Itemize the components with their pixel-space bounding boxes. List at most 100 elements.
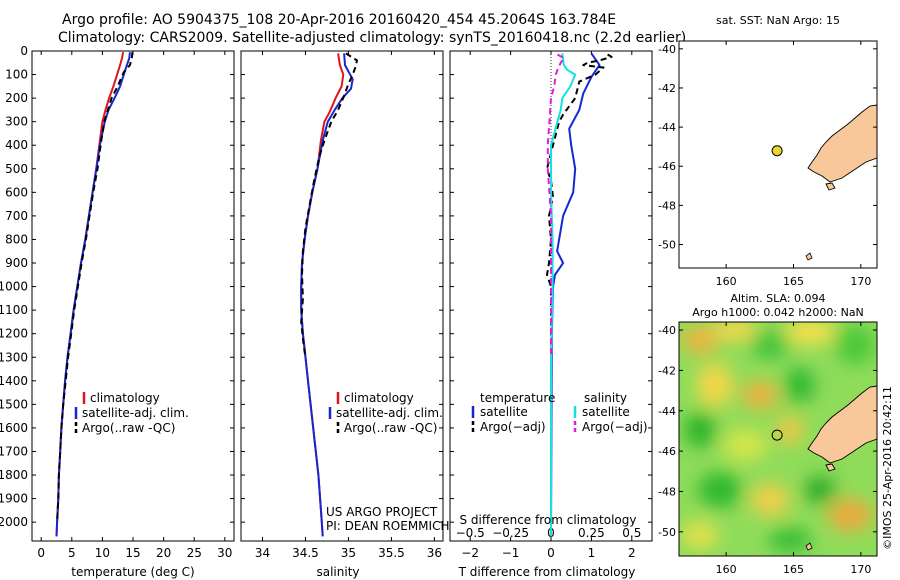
series-line-climatology <box>55 52 125 537</box>
legend-label-temp-satellite: satellite <box>480 405 528 419</box>
depth-tick-label: 400 <box>5 138 28 152</box>
depth-tick-label: 1900 <box>0 492 28 506</box>
sla-patch <box>682 521 718 549</box>
depth-tick-label: 900 <box>5 256 28 270</box>
lon-tick-label: 160 <box>716 275 737 288</box>
x-tick-label: 15 <box>125 546 140 560</box>
x-tick-label: 0 <box>547 546 555 560</box>
sla-patch <box>742 381 778 409</box>
x-tick-label: 34 <box>255 546 270 560</box>
land-south-island <box>807 104 877 183</box>
s-tick-label: 0.5 <box>622 526 641 540</box>
land-auckland-islands <box>805 252 813 261</box>
sst-map-land-group <box>805 104 877 261</box>
depth-tick-label: 1500 <box>0 397 28 411</box>
x-tick-label: 25 <box>187 546 202 560</box>
lat-tick-label: -48 <box>658 199 676 212</box>
land-south-island <box>807 385 877 464</box>
lon-tick-label: 165 <box>783 563 804 576</box>
sla-anomaly-patches <box>682 322 875 552</box>
temperature-plot: 0 5 10 15 20 25 30 <box>37 51 232 560</box>
sla-patch <box>682 326 718 354</box>
series-line-argo-raw-qc- <box>300 52 358 358</box>
depth-tick-label: 1700 <box>0 444 28 458</box>
series-line-salinity-argo-adj- <box>546 53 565 358</box>
lat-tick-label: -44 <box>658 121 676 134</box>
series-line-salinity-satellite <box>550 53 577 537</box>
depth-tick-label: 100 <box>5 68 28 82</box>
imos-credit: ©IMOS 25-Apr-2016 20:42:11 <box>881 386 894 550</box>
sla-patch <box>750 331 790 359</box>
legend-label-argo: Argo(..raw -QC) <box>344 421 437 435</box>
depth-tick-label: 800 <box>5 232 28 246</box>
sla-patch <box>723 429 767 461</box>
series-line-satellite-adj-clim- <box>300 53 354 537</box>
legend-label-sal-satellite: satellite <box>582 405 630 419</box>
sla-patch <box>684 412 716 448</box>
legend-header-temperature: temperature <box>480 391 555 405</box>
land-stewart-island <box>825 182 836 191</box>
difference-plot: −2 −1 0 1 2−0.5 −0.25 0 0.25 0.5 <box>456 51 641 560</box>
sla-patch <box>785 322 835 344</box>
lat-tick-label: -48 <box>658 485 676 498</box>
sla-patch <box>768 528 812 552</box>
sla-patch <box>697 363 733 407</box>
credit-pi: PI: DEAN ROEMMICH <box>326 519 449 533</box>
depth-tick-label: 1600 <box>0 421 28 435</box>
depth-tick-label: 1800 <box>0 468 28 482</box>
s-tick-label: 0.25 <box>578 526 605 540</box>
sla-patch <box>804 476 836 504</box>
x-tick-label: 5 <box>68 546 76 560</box>
depth-tick-label: 700 <box>5 209 28 223</box>
depth-tick-label: 1000 <box>0 280 28 294</box>
lon-tick-label: 170 <box>850 275 871 288</box>
salinity-axis-label: salinity <box>316 565 359 579</box>
depth-tick-label: 1400 <box>0 374 28 388</box>
sla-map-field <box>679 322 877 556</box>
sla-patch <box>776 416 804 444</box>
s-tick-label: −0.25 <box>492 526 529 540</box>
depth-tick-label: 1100 <box>0 303 28 317</box>
x-tick-label: 1 <box>588 546 596 560</box>
x-tick-label: 35 <box>341 546 356 560</box>
temperature-legend: climatology satellite-adj. clim. Argo(..… <box>74 391 189 435</box>
sla-map-frame <box>678 321 878 557</box>
x-tick-label: 30 <box>217 546 232 560</box>
depth-tick-label: 0 <box>20 44 28 58</box>
s-tick-label: −0.5 <box>456 526 485 540</box>
legend-label-argo: Argo(..raw -QC) <box>82 421 175 435</box>
t-difference-axis-label: T difference from climatology <box>458 565 636 579</box>
legend-header-salinity: salinity <box>584 391 627 405</box>
temperature-panel-frame <box>31 50 235 542</box>
series-line-climatology <box>300 53 345 537</box>
lat-tick-label: -46 <box>658 160 676 173</box>
legend-label-satellite: satellite-adj. clim. <box>82 406 189 420</box>
lat-tick-label: -44 <box>658 405 676 418</box>
land-stewart-island <box>825 463 836 472</box>
x-tick-label: 36 <box>427 546 442 560</box>
sla-map-axes: 160 165 170 -40 -42 -44 -46 -48 -50 <box>658 322 877 576</box>
depth-tick-label: 2000 <box>0 515 28 529</box>
x-tick-label: 20 <box>156 546 171 560</box>
difference-legend: temperature salinity satellite Argo(−adj… <box>471 391 648 434</box>
sst-float-marker <box>771 145 783 157</box>
sst-map-axes: 160 165 170 -40 -42 -44 -46 -48 -50 <box>658 41 877 288</box>
lat-tick-label: -42 <box>658 82 676 95</box>
sla-patch <box>698 472 742 508</box>
legend-label-satellite: satellite-adj. clim. <box>336 406 443 420</box>
sla-patch <box>835 325 875 365</box>
land-auckland-islands <box>805 542 813 551</box>
lat-tick-label: -46 <box>658 445 676 458</box>
depth-tick-label: 1300 <box>0 350 28 364</box>
sst-map-title: sat. SST: NaN Argo: 15 <box>716 14 840 27</box>
x-tick-label: −1 <box>502 546 520 560</box>
figure-title-line1: Argo profile: AO 5904375_108 20-Apr-2016… <box>62 12 616 28</box>
sla-float-marker <box>771 429 783 441</box>
credit-project: US ARGO PROJECT <box>326 505 438 519</box>
salinity-legend: climatology satellite-adj. clim. Argo(..… <box>326 391 449 533</box>
depth-tick-label: 600 <box>5 185 28 199</box>
lon-tick-label: 170 <box>850 563 871 576</box>
legend-label-climatology: climatology <box>90 391 160 405</box>
salinity-panel-frame <box>240 50 444 542</box>
